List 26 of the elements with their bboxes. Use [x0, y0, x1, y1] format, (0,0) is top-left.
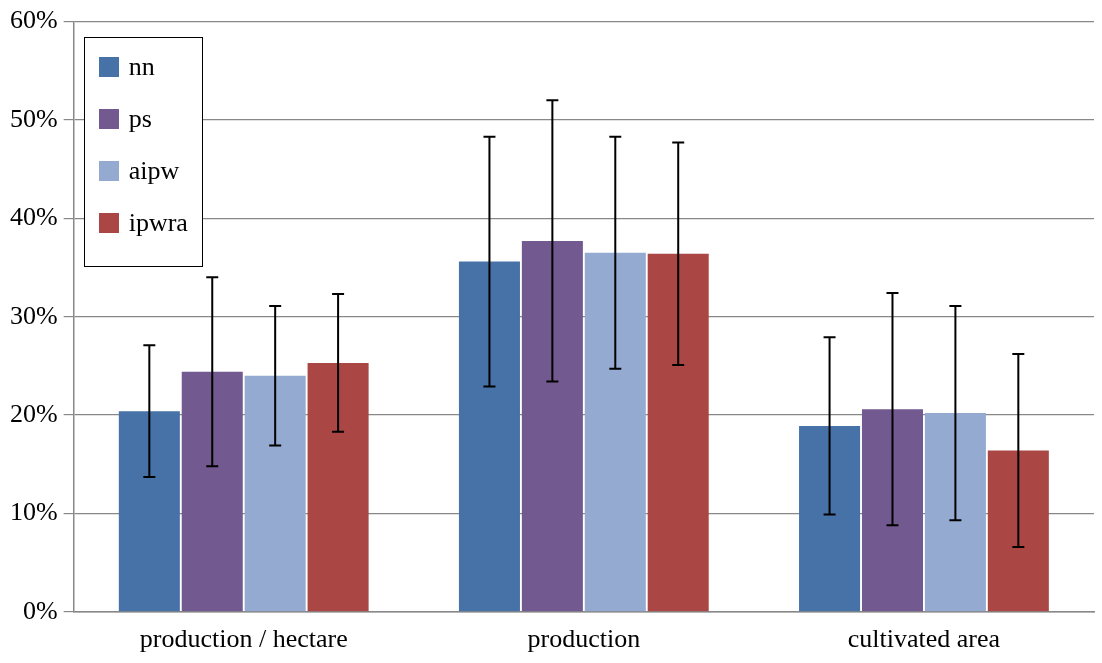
bar — [861, 409, 923, 612]
legend-label: ipwra — [128, 207, 188, 238]
y-tick-label: 50% — [9, 103, 58, 133]
bar — [181, 371, 243, 612]
bar — [584, 252, 646, 612]
bar — [307, 362, 369, 612]
legend-label: ps — [128, 103, 152, 134]
x-tick-label: production / hectare — [139, 624, 348, 654]
bar — [118, 411, 180, 612]
bar — [799, 425, 861, 612]
y-tick-label: 60% — [9, 5, 58, 35]
x-tick-label: production — [527, 624, 641, 654]
y-tick-label: 0% — [22, 595, 58, 625]
y-tick-label: 20% — [9, 398, 58, 428]
y-tick-label: 10% — [9, 497, 58, 527]
legend-label: aipw — [128, 155, 180, 186]
legend-label: nn — [128, 51, 155, 82]
y-tick-label: 40% — [9, 202, 58, 232]
y-tick-label: 30% — [9, 300, 58, 330]
bar — [521, 240, 583, 612]
x-tick-label: cultivated area — [847, 624, 1001, 654]
bar — [458, 261, 520, 612]
bar — [244, 375, 306, 612]
bar — [647, 253, 709, 612]
bar — [924, 413, 986, 612]
bar — [987, 450, 1049, 612]
